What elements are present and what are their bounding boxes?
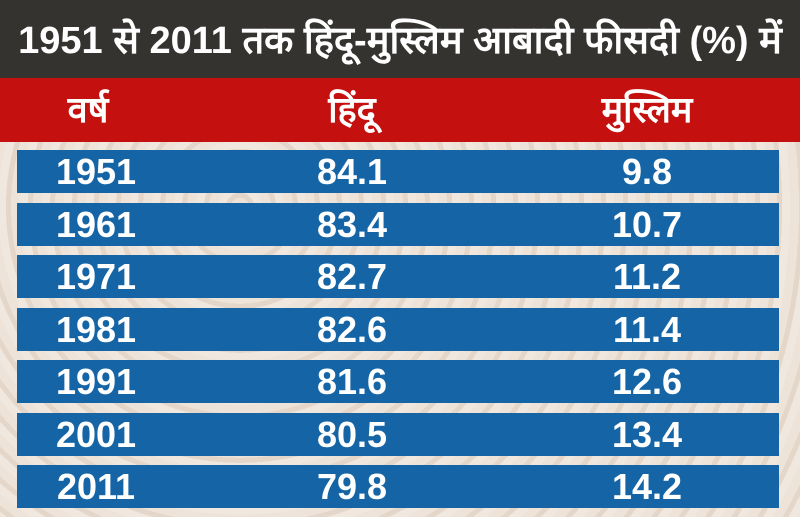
- header-muslim: मुस्लिम: [601, 89, 693, 130]
- header-hindu: हिंदू: [328, 89, 376, 130]
- cell-hindu: 80.5: [316, 414, 388, 455]
- cell-year: 2011: [56, 466, 136, 507]
- table-row: 1971 82.7 11.2: [17, 255, 779, 298]
- cell-hindu: 84.1: [316, 151, 388, 192]
- cell-muslim: 11.2: [612, 256, 682, 297]
- cell-muslim: 14.2: [611, 466, 683, 507]
- cell-year: 1971: [55, 256, 137, 297]
- cell-hindu: 81.6: [316, 361, 388, 402]
- cell-muslim: 9.8: [621, 151, 673, 192]
- cell-hindu: 82.6: [316, 309, 388, 350]
- cell-muslim: 11.4: [612, 309, 682, 350]
- cell-hindu: 83.4: [316, 204, 388, 245]
- table-header: वर्ष हिंदू मुस्लिम: [0, 78, 800, 142]
- cell-hindu: 79.8: [316, 466, 388, 507]
- header-year: वर्ष: [67, 89, 109, 130]
- table-row: 1991 81.6 12.6: [17, 360, 779, 403]
- cell-year: 2001: [55, 414, 137, 455]
- table-row: 2011 79.8 14.2: [17, 465, 779, 508]
- table-row: 2001 80.5 13.4: [17, 413, 779, 456]
- table-row: 1961 83.4 10.7: [17, 203, 779, 246]
- cell-year: 1981: [55, 309, 137, 350]
- cell-muslim: 12.6: [611, 361, 683, 402]
- cell-year: 1951: [55, 151, 137, 192]
- cell-muslim: 10.7: [611, 204, 683, 245]
- page-title: 1951 से 2011 तक हिंदू-मुस्लिम आबादी फीसद…: [0, 0, 800, 78]
- cell-year: 1961: [55, 204, 137, 245]
- table-row: 1981 82.6 11.4: [17, 308, 779, 351]
- cell-hindu: 82.7: [316, 256, 388, 297]
- cell-muslim: 13.4: [611, 414, 683, 455]
- table-row: 1951 84.1 9.8: [17, 150, 779, 193]
- cell-year: 1991: [55, 361, 137, 402]
